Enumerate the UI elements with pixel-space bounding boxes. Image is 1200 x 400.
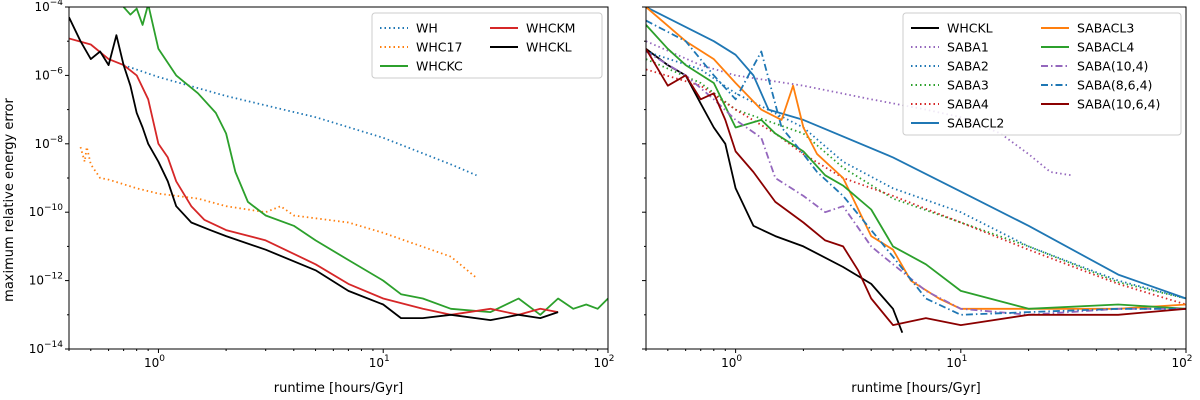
series-line-saba-8-6-4- bbox=[646, 19, 1186, 316]
x-tick-label: 101 bbox=[946, 354, 967, 370]
right-panel: 100 101 102 runtime [hours/Gyr] WHCKL SABA1 SA… bbox=[642, 6, 1193, 396]
legend-label: WHCKL bbox=[947, 21, 993, 36]
series-line-sabacl4 bbox=[646, 24, 1186, 310]
legend-label: WHCKL bbox=[526, 40, 572, 55]
x-tick-label: 102 bbox=[1171, 354, 1192, 370]
series-line-whckl bbox=[69, 16, 559, 321]
y-tick-label: 10−6 bbox=[34, 66, 63, 82]
series-line-whckl bbox=[646, 48, 904, 334]
series-line-whckc bbox=[122, 7, 608, 316]
x-tick-label: 101 bbox=[369, 354, 390, 370]
series-line-whc17 bbox=[79, 146, 478, 279]
y-tick-label: 10−8 bbox=[34, 135, 63, 151]
series-line-saba3 bbox=[646, 58, 1186, 300]
legend-label: WHC17 bbox=[416, 40, 462, 55]
x-axis-label: runtime [hours/Gyr] bbox=[274, 381, 404, 396]
series-line-sabacl2 bbox=[646, 7, 1186, 300]
y-tick-label: 10−14 bbox=[29, 340, 64, 356]
legend-label: SABA(10,6,4) bbox=[1077, 97, 1160, 112]
series-line-saba-10-4- bbox=[646, 50, 1186, 316]
legend-label: SABACL3 bbox=[1077, 21, 1134, 36]
legend-label: WHCKM bbox=[526, 21, 575, 36]
series-line-saba-10-6-4- bbox=[646, 48, 1186, 326]
y-tick-label: 10−12 bbox=[29, 272, 63, 288]
left-panel: 100 101 102 10−14 10−12 10−10 10−8 10−6 10−4 runt… bbox=[29, 0, 615, 396]
legend-label: SABA2 bbox=[947, 59, 989, 74]
series-line-whckm bbox=[69, 37, 559, 316]
legend: WH WHC17 WHCKC WHCKM WHCKL bbox=[371, 12, 603, 79]
legend-label: SABA4 bbox=[947, 97, 989, 112]
y-tick-label: 10−4 bbox=[34, 0, 63, 14]
legend-label: WHCKC bbox=[416, 59, 463, 74]
legend-label: SABACL2 bbox=[947, 116, 1004, 131]
series-line-wh bbox=[123, 64, 477, 177]
legend-label: SABACL4 bbox=[1077, 40, 1134, 55]
legend-label: SABA1 bbox=[947, 40, 989, 55]
series-line-sabacl3 bbox=[646, 7, 1186, 310]
legend-label: SABA(10,4) bbox=[1077, 59, 1148, 74]
x-tick-label: 100 bbox=[721, 354, 742, 370]
x-axis-label: runtime [hours/Gyr] bbox=[851, 381, 981, 396]
y-axis-label: maximum relative energy error bbox=[2, 97, 17, 301]
y-tick-label: 10−10 bbox=[29, 203, 64, 219]
legend-label: WH bbox=[416, 21, 438, 36]
x-tick-label: 102 bbox=[593, 354, 614, 370]
x-tick-label: 100 bbox=[144, 354, 165, 370]
legend-label: SABA3 bbox=[947, 78, 989, 93]
legend-label: SABA(8,6,4) bbox=[1077, 78, 1152, 93]
legend: WHCKL SABA1 SABA2 SABA3 SABA4 SABACL2 SABACL3 S… bbox=[902, 12, 1182, 136]
